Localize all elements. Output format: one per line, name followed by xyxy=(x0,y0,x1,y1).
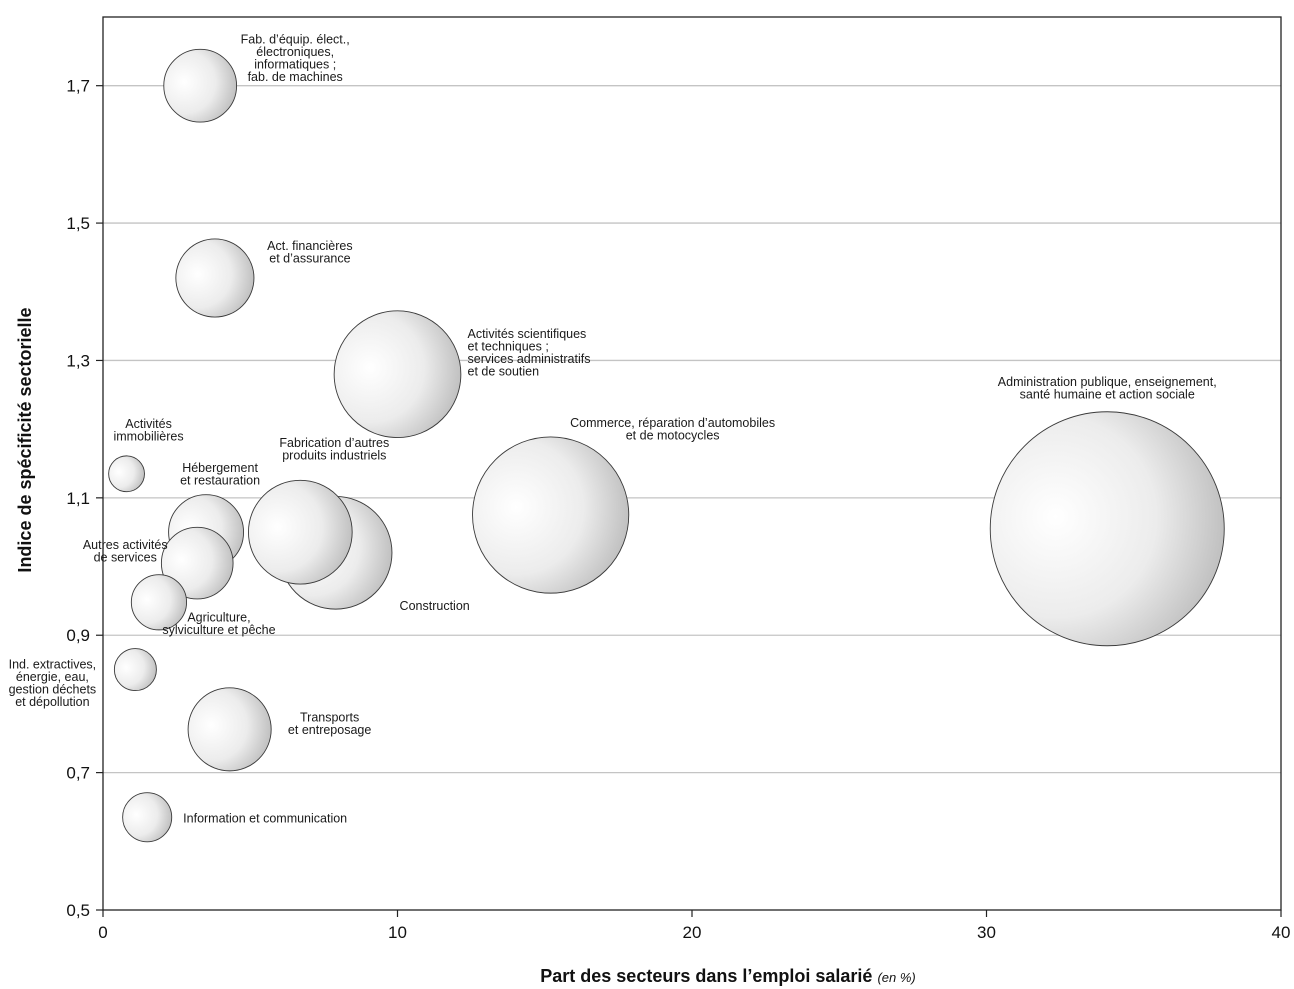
x-tick-label: 40 xyxy=(1272,923,1291,942)
bubble-label: Ind. extractives, énergie, eau, gestion dé… xyxy=(9,658,97,710)
bubble-label: Construction xyxy=(400,599,470,613)
bubble-label: Administration publique, enseignement, sa… xyxy=(998,375,1217,402)
bubble-label: Fabrication d’autres produits industriels xyxy=(279,436,389,463)
bubbles xyxy=(108,48,1225,843)
x-axis-title: Part des secteurs dans l’emploi salarié … xyxy=(540,966,915,986)
bubble xyxy=(160,526,234,600)
bubble-label: Hébergement et restauration xyxy=(180,461,260,488)
bubble-label: Information et communication xyxy=(183,811,347,825)
y-tick-label: 1,7 xyxy=(66,77,90,96)
bubble-label: Autres activités de services xyxy=(83,538,168,565)
bubble-label: Fab. d’équip. élect., électroniques, infor… xyxy=(241,33,350,85)
bubble xyxy=(122,792,173,843)
bubble xyxy=(130,574,188,631)
bubble-labels: Fab. d’équip. élect., électroniques, infor… xyxy=(9,33,1217,826)
bubble xyxy=(108,455,145,493)
x-tick-label: 20 xyxy=(683,923,702,942)
y-tick-label: 0,7 xyxy=(66,764,90,783)
bubble xyxy=(989,411,1225,647)
y-tick-label: 1,1 xyxy=(66,489,90,508)
x-tick-label: 30 xyxy=(977,923,996,942)
x-tick-label: 10 xyxy=(388,923,407,942)
bubble-label: Transports et entreposage xyxy=(288,710,371,737)
bubble xyxy=(472,436,630,594)
bubble xyxy=(187,687,272,772)
x-axis: 0 10 20 30 40 xyxy=(98,910,1290,942)
bubble xyxy=(113,648,157,692)
y-tick-label: 0,5 xyxy=(66,901,90,920)
y-tick-label: 1,5 xyxy=(66,214,90,233)
bubble-label: Activités immobilières xyxy=(113,417,183,444)
bubble-label: Commerce, réparation d’automobiles et de … xyxy=(570,416,775,443)
bubble-label: Activités scientifiques et techniques ; se… xyxy=(468,327,591,379)
y-axis: 0,5 0,7 0,9 1,1 1,3 1,5 1,7 xyxy=(66,77,103,920)
bubble-label: Act. financières et d’assurance xyxy=(267,239,352,266)
bubble-label: Agriculture, sylviculture et pêche xyxy=(162,610,275,637)
bubble xyxy=(248,479,353,585)
y-axis-title: Indice de spécificité sectorielle xyxy=(15,307,35,572)
bubble xyxy=(163,48,238,123)
y-tick-label: 1,3 xyxy=(66,351,90,370)
x-tick-label: 0 xyxy=(98,923,107,942)
y-tick-label: 0,9 xyxy=(66,626,90,645)
bubble xyxy=(175,238,255,318)
x-axis-unit: (en %) xyxy=(877,970,915,985)
bubble xyxy=(333,310,462,439)
